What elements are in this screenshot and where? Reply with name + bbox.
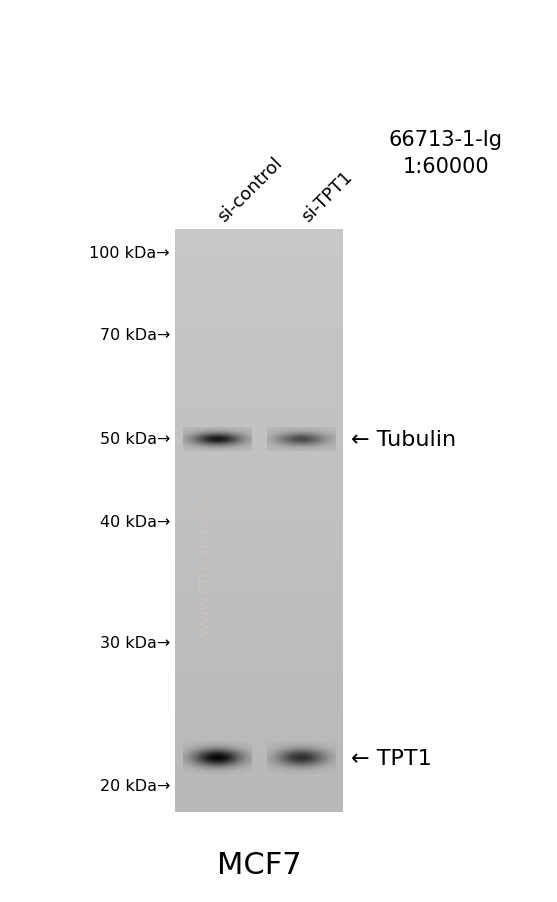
Text: 50 kDa→: 50 kDa→ xyxy=(100,432,170,447)
Text: 66713-1-Ig
1:60000: 66713-1-Ig 1:60000 xyxy=(389,130,502,177)
Text: si-TPT1: si-TPT1 xyxy=(298,168,356,226)
Text: 30 kDa→: 30 kDa→ xyxy=(100,636,170,650)
Text: 40 kDa→: 40 kDa→ xyxy=(100,514,170,529)
Text: ← Tubulin: ← Tubulin xyxy=(351,429,456,449)
Text: 70 kDa→: 70 kDa→ xyxy=(100,327,170,342)
Text: si-control: si-control xyxy=(214,154,286,226)
Text: 20 kDa→: 20 kDa→ xyxy=(100,778,170,793)
Text: MCF7: MCF7 xyxy=(217,851,301,879)
Text: 100 kDa→: 100 kDa→ xyxy=(89,245,170,261)
Text: WWW.PTGLAB.COM: WWW.PTGLAB.COM xyxy=(198,500,213,635)
Text: ← TPT1: ← TPT1 xyxy=(351,749,432,769)
